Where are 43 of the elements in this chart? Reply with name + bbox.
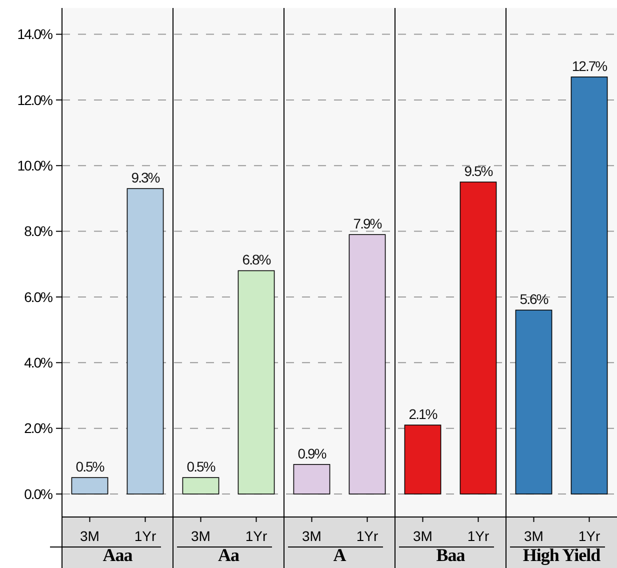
data-label: 2.1% — [408, 406, 438, 422]
data-label: 0.5% — [186, 458, 216, 475]
text: Baa — [436, 545, 466, 565]
x-tick-label: 3M — [191, 528, 210, 544]
bar — [182, 477, 220, 494]
text: Aa — [218, 545, 240, 565]
bar — [126, 188, 164, 494]
bar — [570, 76, 608, 494]
x-tick-label: 1Yr — [245, 528, 268, 544]
data-label: 5.6% — [520, 291, 548, 308]
data-label: 6.8% — [242, 252, 271, 268]
bar — [348, 234, 386, 494]
data-label: 0.5% — [76, 458, 104, 475]
bar — [238, 270, 275, 494]
text: A — [333, 545, 346, 565]
y-tick-label: 12.0% — [17, 92, 53, 108]
x-tick-label: 3M — [302, 528, 322, 544]
data-label: 9.5% — [464, 163, 493, 180]
bar — [515, 310, 552, 494]
data-label: 12.7% — [572, 58, 608, 74]
y-tick-label: 14.0% — [17, 26, 53, 42]
bar — [460, 182, 497, 494]
y-tick-label: 8.0% — [24, 223, 53, 240]
data-label: 7.9% — [353, 216, 382, 232]
y-tick-label: 6.0% — [24, 288, 53, 305]
y-tick-label: 2.0% — [24, 420, 53, 436]
x-tick-label: 3M — [80, 528, 100, 544]
text: High Yield — [522, 545, 601, 565]
y-tick-label: 4.0% — [24, 354, 53, 371]
x-tick-label: 1Yr — [356, 528, 378, 544]
bar — [404, 424, 442, 494]
x-tick-label: 1Yr — [578, 528, 600, 544]
x-tick-label: 3M — [524, 528, 544, 544]
x-tick-label: 1Yr — [467, 528, 490, 544]
data-label: 9.3% — [131, 170, 160, 186]
bar — [71, 477, 108, 494]
text: Aaa — [102, 545, 133, 565]
y-tick-label: 0.0% — [24, 486, 53, 502]
data-label: 0.9% — [298, 445, 326, 462]
bar — [293, 464, 330, 494]
y-tick-label: 10.0% — [17, 158, 53, 174]
x-tick-label: 3M — [413, 528, 432, 544]
x-tick-label: 1Yr — [134, 528, 156, 544]
